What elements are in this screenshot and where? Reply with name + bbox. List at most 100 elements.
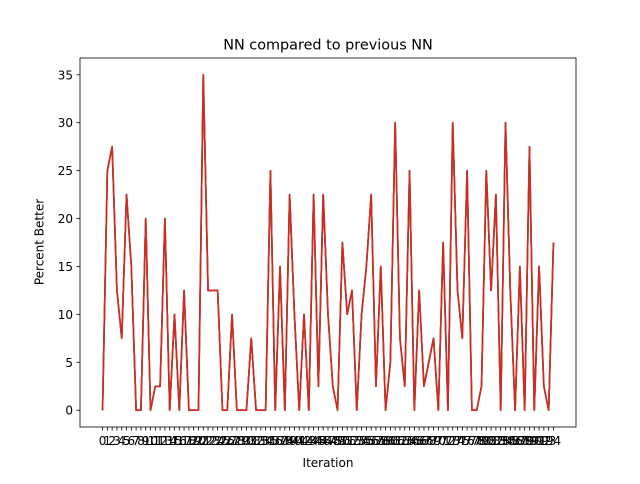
x-tick-label: 15 bbox=[167, 434, 182, 448]
x-tick-label: 21 bbox=[196, 434, 211, 448]
x-tick-label: 11 bbox=[148, 434, 163, 448]
y-tick-label: 30 bbox=[58, 116, 73, 130]
x-tick-label: 18 bbox=[181, 434, 196, 448]
x-tick-label: 91 bbox=[531, 434, 546, 448]
x-tick-label: 61 bbox=[388, 434, 403, 448]
x-tick-label: 22 bbox=[200, 434, 215, 448]
x-tick-label: 57 bbox=[368, 434, 383, 448]
x-tick-label: 0 bbox=[99, 434, 107, 448]
x-tick-label: 67 bbox=[416, 434, 431, 448]
x-tick-label: 26 bbox=[220, 434, 235, 448]
x-tick-label: 44 bbox=[306, 434, 321, 448]
x-axis-label: Iteration bbox=[303, 456, 354, 470]
x-tick-label: 20 bbox=[191, 434, 206, 448]
series-line-4 bbox=[101, 73, 555, 412]
x-tick-label: 28 bbox=[229, 434, 244, 448]
x-tick-label: 73 bbox=[445, 434, 460, 448]
x-tick-label: 25 bbox=[215, 434, 230, 448]
x-tick-label: 93 bbox=[541, 434, 556, 448]
x-tick-label: 87 bbox=[512, 434, 527, 448]
x-tick-label: 37 bbox=[272, 434, 287, 448]
x-tick-label: 66 bbox=[412, 434, 427, 448]
x-tick-label: 59 bbox=[378, 434, 393, 448]
x-tick-label: 33 bbox=[253, 434, 268, 448]
x-tick-label: 13 bbox=[157, 434, 172, 448]
x-tick-label: 5 bbox=[123, 434, 131, 448]
x-tick-label: 76 bbox=[459, 434, 474, 448]
x-tick-label: 35 bbox=[263, 434, 278, 448]
x-tick-label: 46 bbox=[316, 434, 331, 448]
x-tick-label: 42 bbox=[296, 434, 311, 448]
y-axis-ticks: 0 5 10 15 20 25 30 35 bbox=[58, 68, 80, 418]
x-tick-label: 94 bbox=[546, 434, 561, 448]
y-tick-label: 25 bbox=[58, 164, 73, 178]
x-tick-label: 36 bbox=[268, 434, 283, 448]
x-tick-label: 74 bbox=[450, 434, 465, 448]
x-tick-label: 56 bbox=[364, 434, 379, 448]
x-tick-label: 90 bbox=[527, 434, 542, 448]
x-tick-label: 77 bbox=[464, 434, 479, 448]
x-tick-label: 19 bbox=[186, 434, 201, 448]
x-tick-label: 40 bbox=[287, 434, 302, 448]
x-tick-label: 55 bbox=[359, 434, 374, 448]
x-tick-label: 3 bbox=[113, 434, 121, 448]
x-tick-label: 82 bbox=[488, 434, 503, 448]
x-tick-label: 92 bbox=[536, 434, 551, 448]
x-tick-label: 8 bbox=[137, 434, 145, 448]
x-tick-label: 50 bbox=[335, 434, 350, 448]
y-axis-label: Percent Better bbox=[33, 199, 47, 285]
x-tick-label: 53 bbox=[349, 434, 364, 448]
x-tick-label: 38 bbox=[277, 434, 292, 448]
x-tick-label: 47 bbox=[320, 434, 335, 448]
x-tick-label: 85 bbox=[503, 434, 518, 448]
x-tick-label: 78 bbox=[469, 434, 484, 448]
x-tick-label: 10 bbox=[143, 434, 158, 448]
x-tick-label: 49 bbox=[330, 434, 345, 448]
x-tick-label: 34 bbox=[258, 434, 273, 448]
x-tick-label: 70 bbox=[431, 434, 446, 448]
x-tick-label: 31 bbox=[244, 434, 259, 448]
x-tick-label: 63 bbox=[397, 434, 412, 448]
x-tick-label: 17 bbox=[176, 434, 191, 448]
x-tick-label: 16 bbox=[172, 434, 187, 448]
x-tick-label: 71 bbox=[435, 434, 450, 448]
x-tick-label: 12 bbox=[152, 434, 167, 448]
x-tick-label: 41 bbox=[292, 434, 307, 448]
x-tick-label: 65 bbox=[407, 434, 422, 448]
x-tick-label: 45 bbox=[311, 434, 326, 448]
x-tick-label: 75 bbox=[455, 434, 470, 448]
plot-frame bbox=[79, 57, 577, 428]
x-tick-label: 69 bbox=[426, 434, 441, 448]
y-tick-label: 0 bbox=[65, 404, 73, 418]
x-tick-label: 80 bbox=[479, 434, 494, 448]
x-tick-label: 1 bbox=[104, 434, 112, 448]
x-tick-label: 81 bbox=[483, 434, 498, 448]
x-tick-label: 6 bbox=[128, 434, 136, 448]
x-tick-label: 51 bbox=[340, 434, 355, 448]
plot-lines bbox=[101, 73, 555, 412]
y-tick-label: 20 bbox=[58, 212, 73, 226]
y-tick-label: 5 bbox=[65, 356, 73, 370]
x-tick-label: 39 bbox=[282, 434, 297, 448]
y-tick-label: 15 bbox=[58, 260, 73, 274]
x-tick-label: 4 bbox=[118, 434, 126, 448]
x-tick-label: 86 bbox=[507, 434, 522, 448]
x-tick-label: 27 bbox=[224, 434, 239, 448]
x-tick-label: 14 bbox=[162, 434, 177, 448]
x-tick-label: 54 bbox=[354, 434, 369, 448]
chart-title: NN compared to previous NN bbox=[223, 38, 433, 54]
x-tick-label: 64 bbox=[402, 434, 417, 448]
x-tick-label: 88 bbox=[517, 434, 532, 448]
x-tick-label: 89 bbox=[522, 434, 537, 448]
x-tick-label: 48 bbox=[325, 434, 340, 448]
x-tick-label: 2 bbox=[108, 434, 116, 448]
x-tick-label: 79 bbox=[474, 434, 489, 448]
x-tick-label: 83 bbox=[493, 434, 508, 448]
x-tick-label: 60 bbox=[383, 434, 398, 448]
x-tick-label: 32 bbox=[248, 434, 263, 448]
x-tick-label: 24 bbox=[210, 434, 225, 448]
x-tick-label: 52 bbox=[344, 434, 359, 448]
